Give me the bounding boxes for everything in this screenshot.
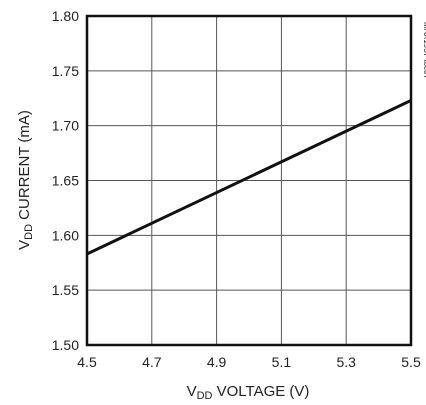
y-axis-title: VDD CURRENT (mA) (16, 110, 35, 250)
y-tick-label: 1.50 (52, 337, 79, 353)
y-tick-label: 1.75 (52, 63, 79, 79)
y-tick-label: 1.80 (52, 8, 79, 24)
grid-lines (87, 16, 411, 345)
plot-frame (85, 14, 413, 347)
y-tick-labels: 1.80 1.75 1.70 1.65 1.60 1.55 1.50 (52, 8, 79, 353)
x-tick-label: 5.1 (272, 354, 292, 370)
series-line (86, 99, 412, 256)
x-axis-title: VDD VOLTAGE (V) (187, 383, 310, 402)
y-tick-label: 1.70 (52, 118, 79, 134)
x-tick-label: 4.5 (77, 354, 97, 370)
series-group (86, 99, 412, 256)
y-tick-label: 1.55 (52, 282, 79, 298)
x-tick-label: 5.3 (336, 354, 356, 370)
x-tick-labels: 4.5 4.7 4.9 5.1 5.3 5.5 (77, 354, 421, 370)
y-tick-label: 1.65 (52, 173, 79, 189)
y-tick-label: 1.60 (52, 227, 79, 243)
x-tick-label: 4.7 (142, 354, 162, 370)
figure-id-label: MAX1937 toc07 (422, 22, 426, 79)
x-tick-label: 5.5 (401, 354, 421, 370)
x-tick-label: 4.9 (207, 354, 227, 370)
